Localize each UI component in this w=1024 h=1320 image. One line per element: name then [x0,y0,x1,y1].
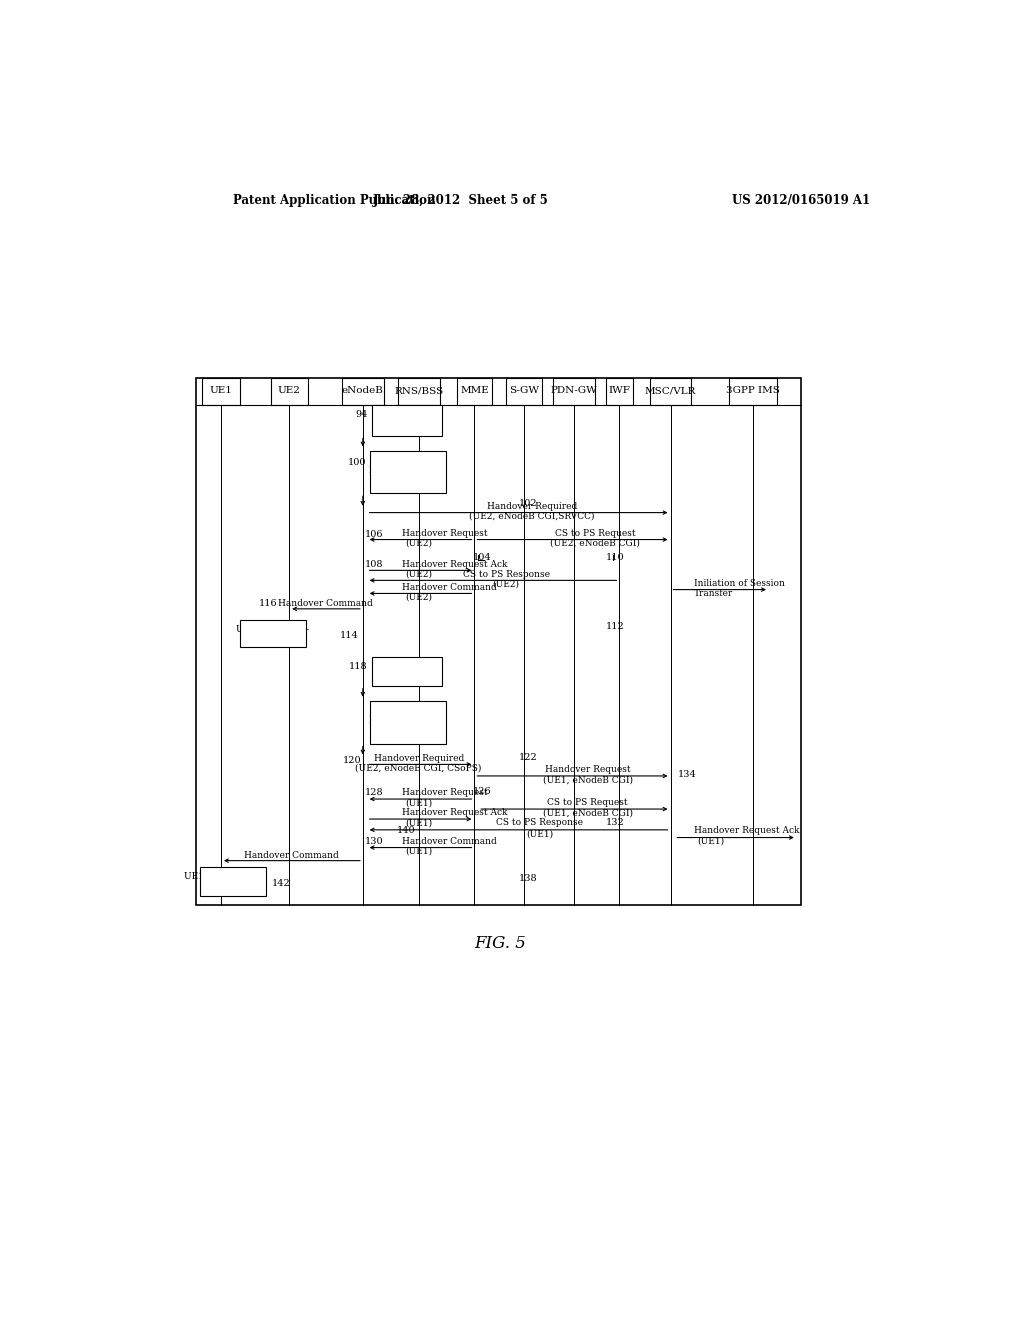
Text: (UE2): (UE2) [406,593,432,602]
Text: PDN-GW: PDN-GW [550,387,597,396]
Text: 142: 142 [271,879,290,888]
Bar [270,378,308,405]
Text: 130: 130 [365,837,383,846]
Text: Handover Request Ack: Handover Request Ack [401,808,507,817]
Text: 104: 104 [473,553,492,562]
Text: Handover Required: Handover Required [486,502,577,511]
Text: MME: MME [460,387,488,396]
Text: 106: 106 [365,529,383,539]
Text: Handover Request Ack: Handover Request Ack [401,560,507,569]
Bar [241,620,306,647]
Text: 108: 108 [365,561,383,569]
Text: eNodeB CGI: eNodeB CGI [379,726,436,735]
Text: Patent Application Publication: Patent Application Publication [232,194,435,207]
Text: CS to PS Response: CS to PS Response [496,818,583,828]
Text: (UE1): (UE1) [697,836,725,845]
Text: (UE2, eNodeB CGI,SRVCC): (UE2, eNodeB CGI,SRVCC) [469,511,595,520]
Text: Handover Command: Handover Command [244,851,339,859]
Text: 3GPP IMS: 3GPP IMS [726,387,780,396]
Text: UE1 tunes to E-: UE1 tunes to E- [184,871,258,880]
Text: Handover Request: Handover Request [545,766,631,775]
Text: 100: 100 [347,458,366,467]
Text: 126: 126 [473,787,492,796]
Bar [606,378,633,405]
Bar [372,405,442,436]
Text: eNodeB(ARFCN,: eNodeB(ARFCN, [370,706,446,715]
Text: 140: 140 [397,826,416,836]
Text: UE2 tunes to E-: UE2 tunes to E- [237,626,309,634]
Text: (UE1, eNodeB CGI): (UE1, eNodeB CGI) [543,775,633,784]
Text: Jun. 28, 2012  Sheet 5 of 5: Jun. 28, 2012 Sheet 5 of 5 [374,194,549,207]
Text: eNodeB CGI: eNodeB CGI [379,475,436,484]
Text: (UE2): (UE2) [406,570,432,578]
Text: 112: 112 [606,622,625,631]
Text: HO for UE2: HO for UE2 [380,421,434,430]
Bar [342,378,384,405]
Text: (UE2, eNodeB CGI): (UE2, eNodeB CGI) [550,539,640,548]
Text: Handover Request Ack: Handover Request Ack [693,826,800,836]
Bar [649,378,691,405]
Text: CS to PS Request: CS to PS Request [547,799,628,808]
Text: Handover Request: Handover Request [401,788,487,797]
Text: (UE2): (UE2) [493,579,520,589]
Text: 118: 118 [349,663,368,671]
Text: US 2012/0165019 A1: US 2012/0165019 A1 [732,194,870,207]
Text: (UE1): (UE1) [406,847,432,855]
Text: Handover Command: Handover Command [279,599,373,609]
Bar [553,378,595,405]
Text: Handover Required: Handover Required [374,754,464,763]
Bar [457,378,493,405]
Text: Iniliation of Session: Iniliation of Session [693,579,784,587]
Text: (UE2): (UE2) [406,539,432,548]
Text: UTRAN: UTRAN [256,635,290,644]
Text: 134: 134 [678,770,697,779]
Text: BSIC) mapped to: BSIC) mapped to [369,466,446,475]
Text: Handover Request: Handover Request [401,529,487,537]
Text: 122: 122 [518,752,538,762]
Bar [370,451,445,494]
Text: Decision for: Decision for [379,663,435,671]
Text: (UE1): (UE1) [406,818,432,828]
Text: S-GW: S-GW [509,387,539,396]
Text: UE1: UE1 [210,387,232,396]
Text: 120: 120 [343,756,361,766]
Text: for UE2: for UE2 [390,737,426,744]
Text: BSIC) mapped to: BSIC) mapped to [369,715,446,725]
Text: Handover Command: Handover Command [401,583,497,591]
Text: 138: 138 [518,874,538,883]
Text: UE2: UE2 [278,387,301,396]
Text: IWF: IWF [608,387,631,396]
Text: (UE1, eNodeB CGI): (UE1, eNodeB CGI) [543,808,633,817]
Text: eNodeB(ARFCN,: eNodeB(ARFCN, [370,455,446,465]
Text: 110: 110 [606,553,625,562]
Text: 102: 102 [518,499,538,508]
Text: Decision for: Decision for [379,409,435,418]
Bar [203,378,240,405]
Text: Transfer: Transfer [693,589,733,598]
Text: CS to PS Request: CS to PS Request [555,529,636,537]
Text: MSC/VLR: MSC/VLR [645,387,696,396]
Bar [200,867,266,896]
Text: 94: 94 [355,411,368,420]
Text: FIG. 5: FIG. 5 [474,936,526,952]
Text: CS to PS Response: CS to PS Response [463,570,550,578]
Text: RNS/BSS: RNS/BSS [395,387,444,396]
Bar [398,378,440,405]
Text: (UE2, eNodeB CGI, CSoPS): (UE2, eNodeB CGI, CSoPS) [355,764,482,772]
Text: UTRAN: UTRAN [204,882,239,891]
Text: eNodeB: eNodeB [342,387,384,396]
Bar [729,378,777,405]
Text: 116: 116 [259,599,278,609]
Text: (UE1): (UE1) [526,829,553,838]
Text: (UE1): (UE1) [406,799,432,808]
Text: 114: 114 [340,631,359,640]
Text: for UE2: for UE2 [390,486,426,495]
Text: HO for UE1: HO for UE1 [380,672,434,681]
Text: 128: 128 [365,788,383,797]
Bar [370,701,445,743]
Bar [372,657,442,686]
Text: 132: 132 [606,817,625,826]
Text: Handover Command: Handover Command [401,837,497,846]
Bar [506,378,542,405]
